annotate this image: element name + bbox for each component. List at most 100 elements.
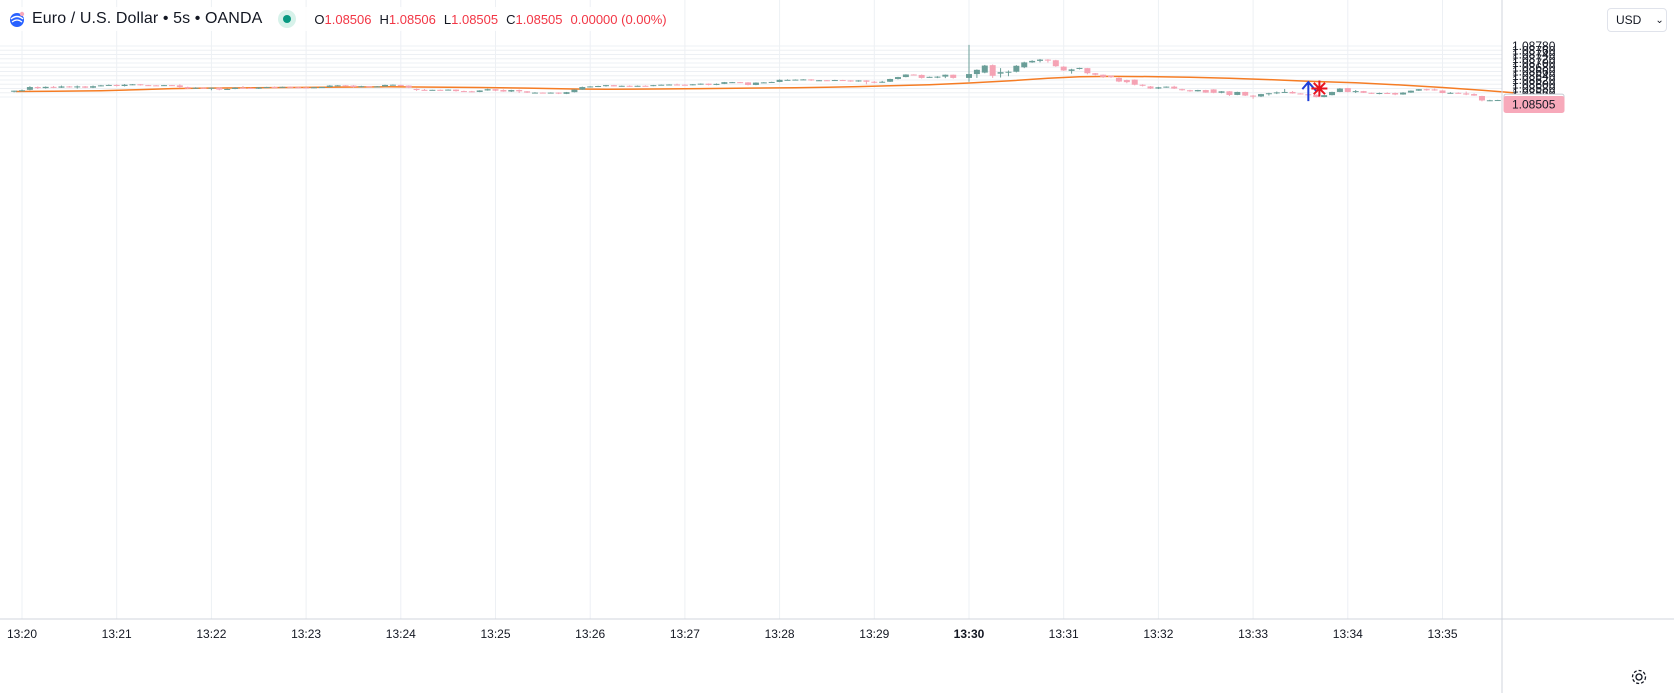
candle (1392, 92, 1399, 96)
candle (484, 88, 491, 91)
candle (879, 80, 886, 83)
candle (50, 85, 57, 89)
candle (310, 87, 317, 89)
candle-body (1037, 59, 1044, 61)
candle (445, 89, 452, 91)
candle (516, 89, 523, 94)
candle-body (508, 90, 515, 92)
candle (437, 89, 444, 91)
candle-body (1336, 88, 1343, 92)
candle (1100, 74, 1107, 78)
candle (1281, 88, 1288, 93)
candle (847, 80, 854, 82)
candle-body (831, 80, 838, 82)
candle-body (555, 92, 562, 94)
candle (1226, 91, 1233, 96)
candle-body (287, 86, 294, 88)
change-value: 0.00000 (0.00%) (570, 11, 667, 27)
candle-body (366, 86, 373, 88)
candle (1273, 91, 1280, 95)
candle-body (1005, 71, 1012, 73)
candle (681, 84, 688, 86)
candle-body (1321, 95, 1328, 98)
candle-body (1439, 90, 1446, 94)
candle (1368, 92, 1375, 94)
candle-body (1163, 86, 1170, 88)
candle-body (516, 90, 523, 92)
candle (1076, 67, 1083, 70)
live-status-dot-icon[interactable] (278, 10, 297, 28)
candle (792, 79, 799, 81)
candle (926, 76, 933, 78)
candle-body (571, 89, 578, 93)
candle-body (595, 85, 602, 87)
candle-body (792, 79, 799, 81)
candle-body (1123, 80, 1130, 83)
candle (902, 74, 909, 78)
candle-body (310, 87, 317, 89)
candle (1463, 91, 1470, 96)
candle (1265, 92, 1272, 96)
candle (1171, 85, 1178, 89)
gear-icon[interactable] (1628, 666, 1650, 688)
candle (579, 86, 586, 90)
candle-body (97, 85, 104, 87)
candle (610, 84, 617, 87)
candle-body (1171, 86, 1178, 89)
candle (587, 86, 594, 88)
candle (184, 86, 191, 89)
candle (934, 76, 941, 79)
candle (602, 84, 609, 87)
candle-body (1250, 95, 1257, 97)
candle (1344, 87, 1351, 93)
candle (1471, 93, 1478, 96)
candle-body (326, 85, 333, 88)
x-tick-label: 13:23 (291, 627, 321, 641)
candle-body (997, 72, 1004, 74)
oanda-logo-icon (10, 11, 25, 27)
candle (326, 85, 333, 88)
candle (492, 88, 499, 92)
x-tick-label: 13:26 (575, 627, 605, 641)
candle-body (1013, 65, 1020, 72)
candle (745, 82, 752, 86)
candle-body (1384, 93, 1391, 95)
candle (382, 84, 389, 87)
candle (863, 80, 870, 85)
candle (697, 83, 704, 85)
candle-body (1360, 91, 1367, 93)
candle-body (168, 85, 175, 87)
candle (1131, 79, 1138, 86)
candle-body (808, 79, 815, 81)
candle-body (232, 87, 239, 89)
candle (1242, 91, 1249, 96)
currency-selector[interactable]: USD ⌄ (1607, 8, 1667, 32)
candle (973, 69, 980, 78)
candle (737, 81, 744, 84)
y-tick-label: 1.08740 (1512, 48, 1556, 62)
candle (429, 89, 436, 91)
candle-body (871, 81, 878, 83)
candle (910, 74, 917, 76)
candle-body (374, 86, 381, 88)
symbol-title[interactable]: Euro / U.S. Dollar • 5s • OANDA (32, 10, 263, 27)
x-tick-label: 13:30 (954, 627, 985, 641)
candle-body (1139, 84, 1146, 86)
candle (1447, 92, 1454, 94)
candle (1297, 93, 1304, 95)
candle (918, 74, 925, 79)
red-star-icon (1311, 80, 1328, 97)
candle (1478, 95, 1485, 102)
candle-body (981, 65, 988, 73)
candle (721, 81, 728, 85)
candle-body (539, 92, 546, 94)
candle-body (303, 87, 310, 89)
candle-body (1202, 90, 1209, 93)
candle (808, 79, 815, 81)
candle (413, 88, 420, 91)
x-tick-label: 13:24 (386, 627, 416, 641)
candle (66, 85, 73, 88)
candle-body (184, 87, 191, 89)
last-price-label-bg (1503, 96, 1565, 114)
